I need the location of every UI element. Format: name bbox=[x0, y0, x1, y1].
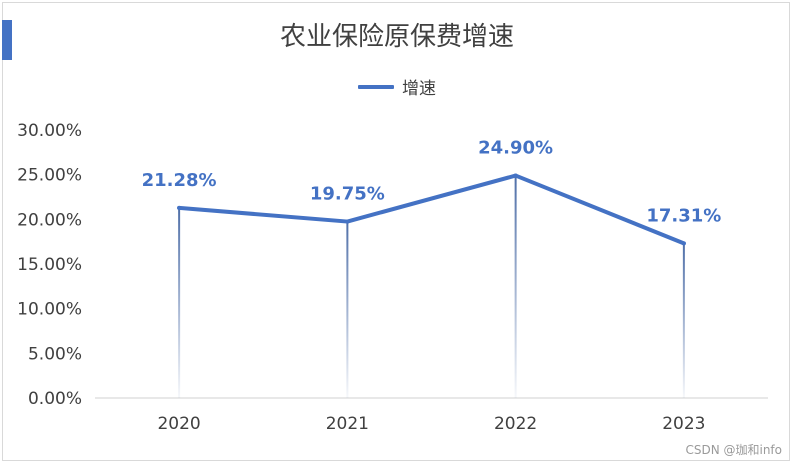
legend: 增速 bbox=[0, 74, 794, 99]
data-label: 21.28% bbox=[142, 170, 217, 191]
series-line bbox=[177, 173, 686, 246]
x-tick-label: 2021 bbox=[326, 414, 369, 434]
data-point bbox=[681, 241, 686, 246]
drop-line bbox=[346, 221, 349, 398]
y-tick-label: 5.00% bbox=[28, 344, 82, 364]
data-point bbox=[513, 173, 518, 178]
y-tick-label: 30.00% bbox=[17, 121, 82, 141]
chart-title: 农业保险原保费增速 bbox=[279, 22, 514, 52]
y-tick-label: 10.00% bbox=[17, 300, 82, 320]
y-tick-label: 15.00% bbox=[17, 255, 82, 275]
data-label: 17.31% bbox=[646, 205, 721, 226]
drop-line bbox=[682, 243, 685, 398]
x-tick-label: 2020 bbox=[157, 414, 200, 434]
legend-label: 增速 bbox=[402, 79, 436, 99]
y-tick-label: 0.00% bbox=[28, 389, 82, 409]
legend-swatch bbox=[358, 84, 394, 89]
drop-line bbox=[514, 175, 517, 398]
data-point bbox=[177, 205, 182, 210]
drop-line bbox=[178, 207, 181, 398]
data-label: 19.75% bbox=[310, 184, 385, 205]
data-label: 24.90% bbox=[478, 138, 553, 159]
x-tick-label: 2022 bbox=[494, 414, 537, 434]
y-tick-label: 25.00% bbox=[17, 166, 82, 186]
x-tick-label: 2023 bbox=[662, 414, 705, 434]
watermark: CSDN @珈和info bbox=[685, 443, 782, 457]
title-accent-bar bbox=[2, 20, 12, 60]
data-point bbox=[345, 219, 350, 224]
y-tick-label: 20.00% bbox=[17, 210, 82, 230]
